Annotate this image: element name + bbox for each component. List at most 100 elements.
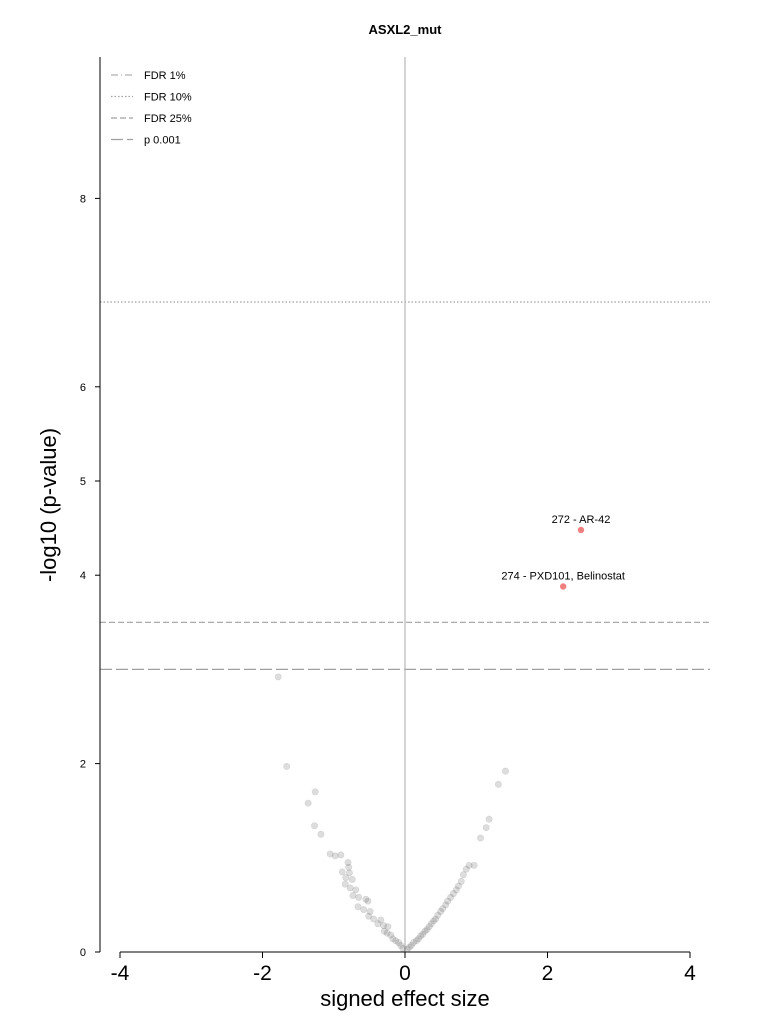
data-point <box>419 930 427 938</box>
data-point <box>380 927 388 935</box>
legend-label: p 0.001 <box>144 135 181 147</box>
x-tick-label: -2 <box>253 962 272 985</box>
data-point <box>447 893 455 901</box>
x-axis-label: signed effect size <box>320 986 490 1011</box>
data-point <box>399 944 407 952</box>
data-point <box>465 861 473 869</box>
data-point <box>338 868 346 876</box>
data-point <box>345 863 353 871</box>
x-ticks: -4 -2 0 2 4 <box>111 952 696 985</box>
data-point <box>462 865 470 873</box>
data-point <box>454 882 462 890</box>
highlighted-point <box>577 526 585 534</box>
data-point <box>392 937 400 945</box>
legend-label: FDR 10% <box>144 92 192 104</box>
data-point <box>345 869 353 877</box>
data-point <box>283 762 291 770</box>
y-axis-label: -log10 (p-value) <box>36 428 61 582</box>
highlighted-point <box>559 583 567 590</box>
data-point <box>410 939 418 947</box>
data-point <box>383 929 391 937</box>
data-point <box>449 890 457 898</box>
data-point <box>421 927 429 935</box>
data-point <box>354 903 362 911</box>
data-point <box>326 850 334 858</box>
data-point <box>352 886 360 894</box>
highlighted-points: 272 - AR-42 274 - PXD101, Belinostat <box>501 514 625 590</box>
legend-label: FDR 1% <box>144 70 186 82</box>
data-point <box>380 922 388 930</box>
data-point <box>349 891 357 899</box>
data-point <box>417 932 425 940</box>
data-point <box>348 875 356 883</box>
background-points <box>274 673 509 953</box>
x-tick-label: 4 <box>684 962 696 985</box>
data-point <box>395 939 403 947</box>
point-annotation: 274 - PXD101, Belinostat <box>501 571 625 583</box>
legend: FDR 1% FDR 10% FDR 25% p 0.001 <box>111 70 192 147</box>
x-tick-label: 2 <box>542 962 554 985</box>
data-point <box>370 915 378 923</box>
data-point <box>415 935 423 943</box>
y-tick-label: 0 <box>80 947 86 959</box>
data-point <box>405 943 413 951</box>
data-point <box>311 822 319 830</box>
data-point <box>425 923 433 931</box>
legend-label: FDR 25% <box>144 113 192 125</box>
data-point <box>337 851 345 859</box>
data-point <box>501 767 509 775</box>
data-point <box>365 912 373 920</box>
data-point <box>434 911 442 919</box>
data-point <box>444 897 452 905</box>
data-point <box>423 925 431 933</box>
data-point <box>452 886 460 894</box>
data-point <box>377 916 385 924</box>
data-point <box>459 871 467 879</box>
data-point <box>482 824 490 832</box>
data-point <box>362 895 370 903</box>
data-point <box>374 920 382 928</box>
y-ticks: 0 2 4 5 6 8 <box>80 193 100 959</box>
y-tick-label: 8 <box>80 193 86 205</box>
data-point <box>437 907 445 915</box>
data-point <box>494 780 502 788</box>
y-tick-label: 2 <box>80 759 86 771</box>
data-point <box>442 901 450 909</box>
x-tick-label: 0 <box>399 962 411 985</box>
data-point <box>366 907 374 915</box>
data-point <box>387 931 395 939</box>
data-point <box>470 861 478 869</box>
data-point <box>341 880 349 888</box>
data-point <box>457 877 465 885</box>
y-tick-label: 6 <box>80 382 86 394</box>
data-point <box>427 920 435 928</box>
data-point <box>274 673 282 681</box>
data-point <box>429 917 437 925</box>
chart-title: ASXL2_mut <box>369 22 443 37</box>
data-point <box>355 893 363 901</box>
data-point <box>311 788 319 796</box>
data-point <box>384 923 392 931</box>
data-point <box>344 859 352 867</box>
data-point <box>403 945 411 953</box>
data-point <box>364 897 372 905</box>
data-point <box>397 941 405 949</box>
data-point <box>432 915 440 923</box>
data-point <box>360 906 368 914</box>
data-point <box>342 874 350 882</box>
data-point <box>412 937 420 945</box>
y-tick-label: 5 <box>80 476 86 488</box>
data-point <box>317 830 325 838</box>
data-point <box>304 799 312 807</box>
data-point <box>485 815 493 823</box>
data-point <box>346 884 354 892</box>
y-tick-label: 4 <box>80 570 86 582</box>
data-point <box>331 852 339 860</box>
data-point <box>477 834 485 842</box>
data-point <box>389 935 397 943</box>
data-point <box>439 905 447 913</box>
x-tick-label: -4 <box>111 962 130 985</box>
data-point <box>407 941 415 949</box>
point-annotation: 272 - AR-42 <box>552 514 611 526</box>
